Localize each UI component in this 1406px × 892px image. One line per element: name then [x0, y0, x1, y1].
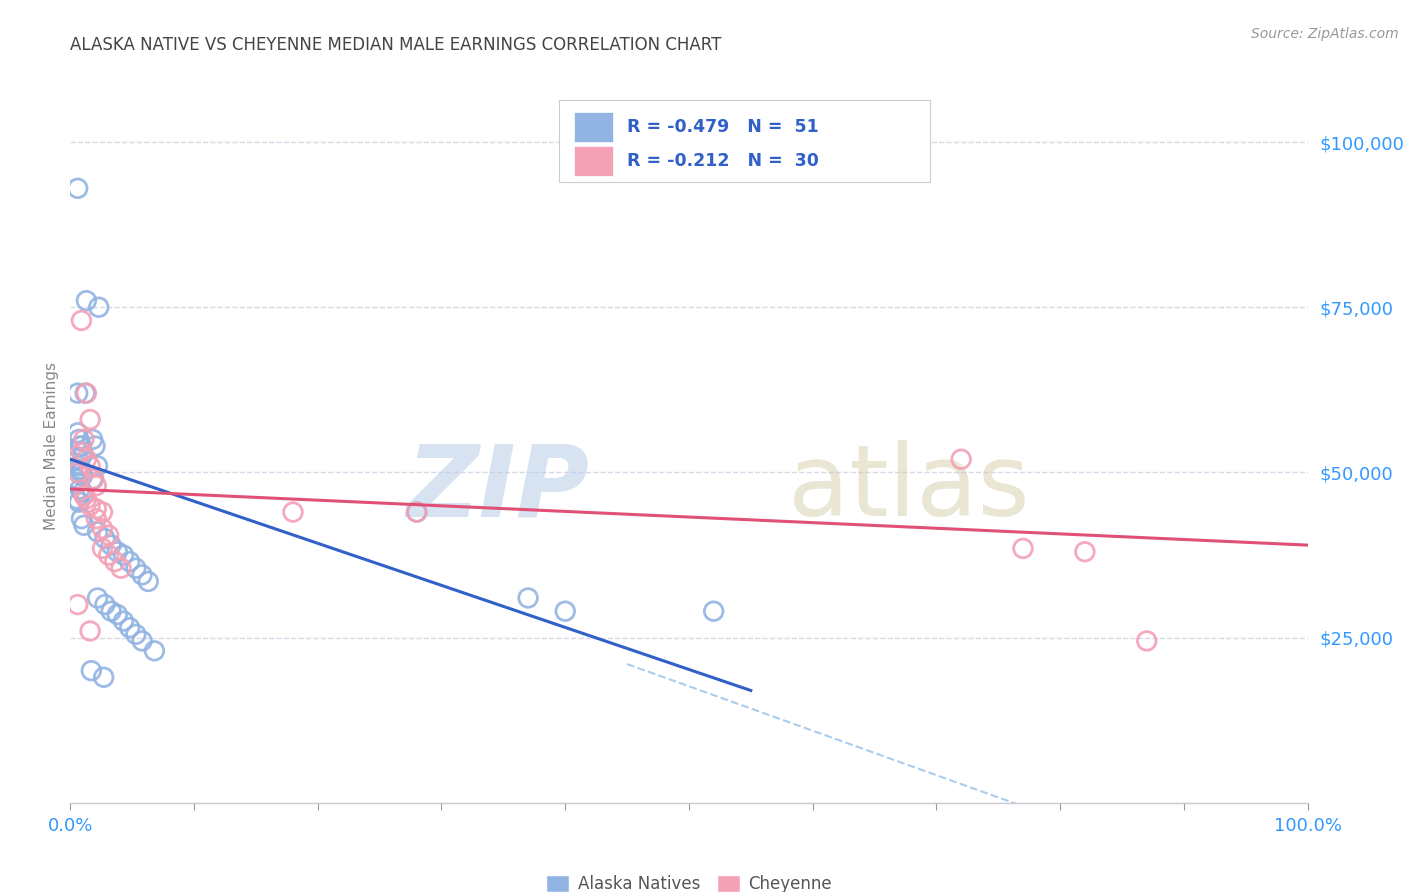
Point: [66, 181, 89, 195]
Point: [82, 433, 104, 447]
Point: [86, 524, 108, 539]
Point: [66, 452, 89, 467]
Point: [73, 433, 96, 447]
Point: [405, 505, 427, 519]
FancyBboxPatch shape: [574, 145, 613, 176]
Point: [1012, 541, 1035, 556]
Point: [517, 591, 540, 605]
Point: [70, 445, 93, 459]
Point: [91, 522, 114, 536]
Point: [105, 607, 128, 622]
Point: [110, 561, 132, 575]
Point: [75, 293, 97, 308]
Point: [84, 501, 107, 516]
Point: [91, 541, 114, 556]
FancyBboxPatch shape: [574, 112, 613, 142]
Point: [67, 495, 90, 509]
Point: [67, 458, 90, 473]
Text: atlas: atlas: [787, 441, 1029, 537]
Point: [73, 489, 96, 503]
Point: [84, 478, 107, 492]
Point: [70, 466, 93, 480]
Point: [82, 472, 104, 486]
Point: [75, 452, 97, 467]
Text: Source: ZipAtlas.com: Source: ZipAtlas.com: [1251, 27, 1399, 41]
Point: [97, 548, 120, 562]
Legend: Alaska Natives, Cheyenne: Alaska Natives, Cheyenne: [540, 868, 838, 892]
Point: [66, 386, 89, 401]
Point: [554, 604, 576, 618]
Point: [79, 458, 101, 473]
Point: [65, 472, 87, 486]
Point: [79, 412, 101, 426]
Point: [125, 627, 148, 641]
Point: [97, 528, 120, 542]
Point: [112, 614, 135, 628]
Point: [75, 386, 97, 401]
Point: [118, 555, 141, 569]
Point: [66, 425, 89, 440]
Point: [73, 518, 96, 533]
Point: [72, 445, 94, 459]
Point: [104, 555, 127, 569]
Point: [70, 511, 93, 525]
Point: [1136, 634, 1159, 648]
Text: R = -0.479   N =  51: R = -0.479 N = 51: [627, 118, 818, 136]
Point: [72, 468, 94, 483]
Text: ZIP: ZIP: [406, 441, 591, 537]
Point: [131, 567, 153, 582]
Point: [69, 439, 91, 453]
Point: [131, 634, 153, 648]
Point: [118, 621, 141, 635]
Point: [79, 624, 101, 638]
Point: [112, 548, 135, 562]
Text: R = -0.212   N =  30: R = -0.212 N = 30: [627, 152, 818, 169]
Text: ALASKA NATIVE VS CHEYENNE MEDIAN MALE EARNINGS CORRELATION CHART: ALASKA NATIVE VS CHEYENNE MEDIAN MALE EA…: [70, 36, 721, 54]
Point: [65, 491, 87, 506]
Point: [84, 439, 107, 453]
Point: [86, 458, 108, 473]
Point: [950, 452, 973, 467]
Point: [66, 475, 89, 490]
Point: [70, 439, 93, 453]
Point: [66, 598, 89, 612]
Point: [1074, 545, 1097, 559]
Y-axis label: Median Male Earnings: Median Male Earnings: [44, 362, 59, 530]
Point: [67, 433, 90, 447]
Point: [69, 482, 91, 496]
Point: [80, 664, 103, 678]
Point: [143, 644, 166, 658]
FancyBboxPatch shape: [560, 100, 931, 182]
Point: [125, 561, 148, 575]
Point: [91, 505, 114, 519]
Point: [84, 511, 107, 525]
Point: [75, 386, 97, 401]
Point: [405, 505, 427, 519]
Point: [79, 499, 101, 513]
Point: [136, 574, 159, 589]
Point: [703, 604, 725, 618]
Point: [94, 532, 117, 546]
Point: [75, 491, 97, 506]
Point: [69, 462, 91, 476]
Point: [66, 466, 89, 480]
Point: [70, 313, 93, 327]
Point: [87, 300, 110, 314]
Point: [72, 485, 94, 500]
Point: [100, 538, 122, 552]
Point: [83, 472, 105, 486]
Point: [86, 591, 108, 605]
Point: [281, 505, 304, 519]
Point: [105, 545, 128, 559]
Point: [94, 598, 117, 612]
Point: [100, 604, 122, 618]
Point: [93, 670, 115, 684]
